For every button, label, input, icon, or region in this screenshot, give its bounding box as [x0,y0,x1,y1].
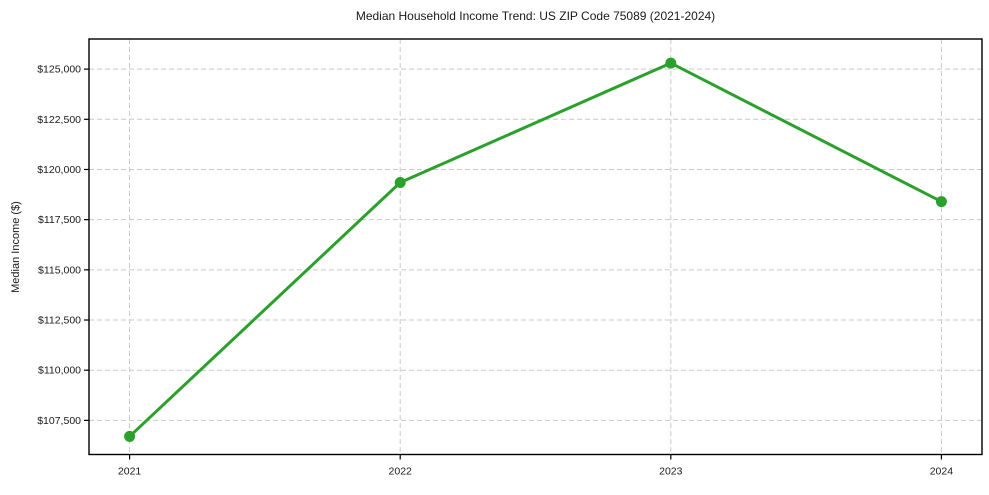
chart-title: Median Household Income Trend: US ZIP Co… [356,9,715,23]
axis-tick-labels: $107,500 $110,000 $112,500 $115,000 $117,500… [37,64,953,478]
x-tick-label: 2022 [389,466,413,478]
y-tick-label: $122,500 [37,114,81,126]
y-tick-label: $112,500 [38,314,81,326]
data-series [124,57,947,442]
y-tick-label: $107,500 [37,415,81,427]
x-tick-label: 2024 [930,466,954,478]
data-point-marker [124,430,136,442]
y-tick-label: $115,000 [38,264,81,276]
x-tick-label: 2023 [659,466,683,478]
data-point-marker [665,57,677,69]
data-point-marker [935,196,947,208]
axis-ticks [84,68,943,460]
x-tick-label: 2021 [118,466,142,478]
y-tick-label: $125,000 [37,64,81,76]
y-axis-label: Median Income ($) [10,201,22,293]
y-tick-label: $110,000 [38,365,81,377]
plot-frame [88,38,983,456]
y-tick-label: $117,500 [38,214,81,226]
data-point-marker [394,177,406,189]
plot-border [88,38,983,456]
y-tick-label: $120,000 [37,164,81,176]
trend-line [128,61,943,438]
gridlines [89,39,982,455]
